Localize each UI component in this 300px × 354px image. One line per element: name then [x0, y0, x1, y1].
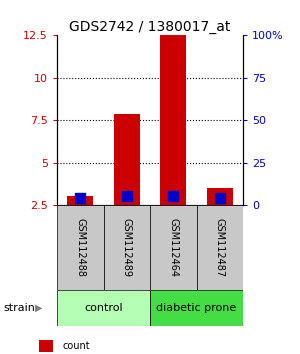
Text: strain: strain — [3, 303, 35, 313]
Text: control: control — [84, 303, 123, 313]
Title: GDS2742 / 1380017_at: GDS2742 / 1380017_at — [69, 21, 231, 34]
Bar — [160, 35, 186, 205]
Text: count: count — [62, 341, 90, 351]
Text: GSM112488: GSM112488 — [75, 218, 85, 277]
Bar — [103, 205, 150, 290]
Bar — [207, 188, 232, 205]
Point — [171, 193, 176, 199]
Text: ▶: ▶ — [34, 303, 42, 313]
Bar — [150, 290, 243, 326]
Text: GSM112487: GSM112487 — [215, 218, 225, 278]
Bar — [68, 196, 93, 205]
Bar — [39, 340, 53, 352]
Point — [124, 193, 129, 199]
Bar — [57, 205, 104, 290]
Bar — [196, 205, 243, 290]
Text: GSM112464: GSM112464 — [168, 218, 178, 277]
Text: diabetic prone: diabetic prone — [156, 303, 237, 313]
Bar — [114, 114, 140, 205]
Bar — [150, 205, 196, 290]
Point — [218, 195, 222, 201]
Point — [78, 195, 83, 201]
Text: GSM112489: GSM112489 — [122, 218, 132, 277]
Bar — [57, 290, 150, 326]
